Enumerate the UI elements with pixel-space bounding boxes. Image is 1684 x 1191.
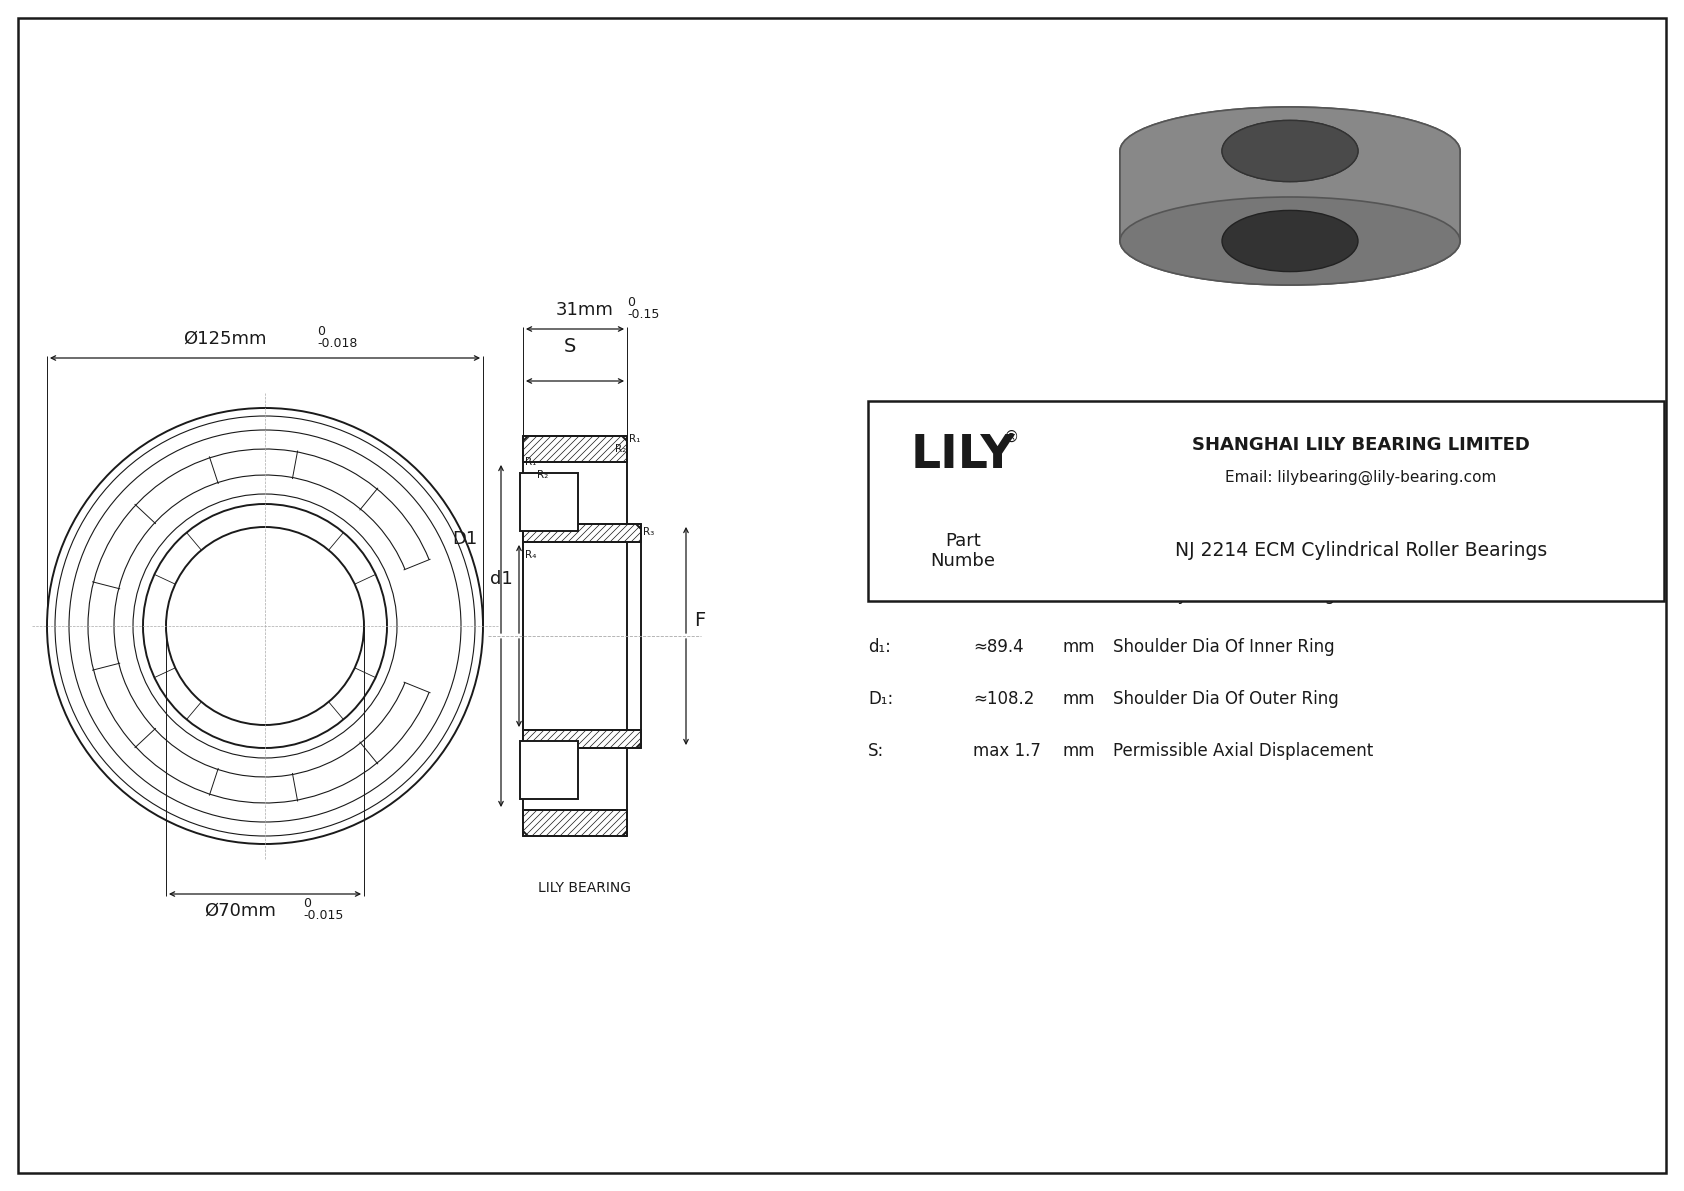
Text: Shoulder Dia Of Inner Ring: Shoulder Dia Of Inner Ring [1113, 638, 1335, 656]
Text: NJ 2214 ECM Cylindrical Roller Bearings: NJ 2214 ECM Cylindrical Roller Bearings [1175, 542, 1548, 561]
Text: min 1.5: min 1.5 [973, 534, 1036, 551]
Text: Shoulder Dia Of Outer Ring: Shoulder Dia Of Outer Ring [1113, 690, 1339, 707]
Text: Chamfer Dimension: Chamfer Dimension [1113, 534, 1278, 551]
Text: R₁,₂:: R₁,₂: [867, 482, 904, 500]
Text: ≈89.4: ≈89.4 [973, 638, 1024, 656]
Bar [520, 741, 578, 799]
Bar [520, 473, 578, 531]
Text: -0.018: -0.018 [317, 337, 357, 350]
Text: 31mm: 31mm [556, 301, 615, 319]
Text: D₁:: D₁: [867, 690, 893, 707]
Bar [867, 401, 1664, 601]
Text: Raceway Dia Of Inner Ring: Raceway Dia Of Inner Ring [1113, 586, 1335, 604]
Text: mm: mm [1063, 690, 1096, 707]
Ellipse shape [1120, 107, 1460, 195]
Ellipse shape [1223, 211, 1357, 272]
Ellipse shape [1223, 120, 1357, 181]
Text: Ø125mm: Ø125mm [184, 330, 266, 348]
Text: Part
Numbe: Part Numbe [931, 531, 995, 570]
Text: mm: mm [1063, 534, 1096, 551]
Polygon shape [524, 524, 642, 542]
Text: 0: 0 [626, 297, 635, 308]
Text: LILY BEARING: LILY BEARING [539, 881, 632, 894]
Text: Email: lilybearing@lily-bearing.com: Email: lilybearing@lily-bearing.com [1226, 469, 1497, 485]
Text: LILY: LILY [911, 432, 1015, 478]
Text: mm: mm [1063, 638, 1096, 656]
Text: R₁: R₁ [525, 457, 537, 467]
FancyBboxPatch shape [1120, 151, 1460, 241]
Ellipse shape [1120, 197, 1460, 285]
Text: d1: d1 [490, 570, 514, 588]
Text: SHANGHAI LILY BEARING LIMITED: SHANGHAI LILY BEARING LIMITED [1192, 436, 1531, 454]
Ellipse shape [1223, 120, 1357, 181]
Text: S:: S: [867, 742, 884, 760]
Text: R₂: R₂ [615, 444, 626, 454]
Text: mm: mm [1063, 586, 1096, 604]
Text: 0: 0 [303, 897, 312, 910]
Text: S: S [564, 337, 576, 356]
Text: mm: mm [1063, 742, 1096, 760]
Text: F: F [694, 611, 706, 630]
Text: mm: mm [1063, 482, 1096, 500]
Text: min 1.5: min 1.5 [973, 482, 1036, 500]
Text: F:: F: [867, 586, 882, 604]
Text: max 1.7: max 1.7 [973, 742, 1041, 760]
Polygon shape [524, 730, 642, 748]
Text: ≈108.2: ≈108.2 [973, 690, 1034, 707]
Text: 83.5: 83.5 [973, 586, 1010, 604]
Text: R₂: R₂ [537, 470, 549, 480]
Text: -0.15: -0.15 [626, 308, 660, 322]
Text: Chamfer Dimension: Chamfer Dimension [1113, 482, 1278, 500]
Text: R₃: R₃ [643, 526, 655, 537]
Text: Ø70mm: Ø70mm [204, 902, 276, 919]
Text: d₁:: d₁: [867, 638, 891, 656]
Text: ®: ® [1004, 430, 1019, 444]
Text: R₄: R₄ [525, 550, 537, 560]
Text: 0: 0 [317, 325, 325, 338]
Polygon shape [524, 810, 626, 836]
Text: Permissible Axial Displacement: Permissible Axial Displacement [1113, 742, 1372, 760]
Text: R₃,₄:: R₃,₄: [867, 534, 904, 551]
Text: D1: D1 [453, 530, 478, 548]
Text: R₁: R₁ [630, 434, 640, 444]
Text: -0.015: -0.015 [303, 909, 344, 922]
Polygon shape [524, 436, 626, 462]
